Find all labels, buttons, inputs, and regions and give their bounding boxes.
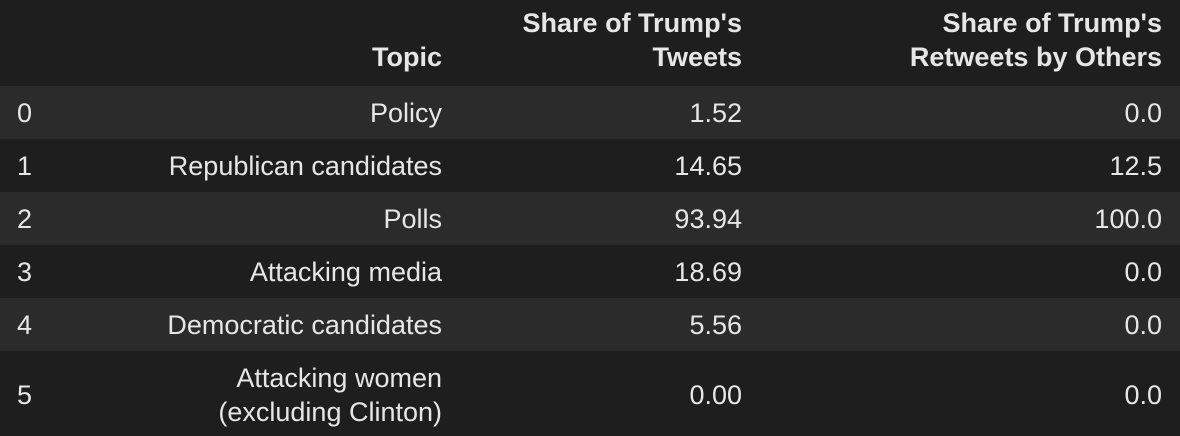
topic-cell: Republican candidates [168,150,442,181]
row-index: 0 [17,97,33,128]
topic-cell: Policy [369,97,442,128]
row-index: 2 [17,203,33,234]
table-header: Topic Share of Trump's Tweets Share of T… [0,0,1180,86]
table-row: 4 Democratic candidates 5.56 0.0 [0,298,1180,351]
table-body: 0 Policy 1.52 0.0 1 Republican candidate… [0,86,1180,436]
table-row: 2 Polls 93.94 100.0 [0,192,1180,245]
table-row: 1 Republican candidates 14.65 12.5 [0,139,1180,192]
topic-header-label: Topic [372,42,442,72]
tweets-cell: 0.00 [689,379,742,410]
retweets-header-line2: Retweets by Others [909,42,1162,72]
topic-header: Topic [64,0,460,86]
index-header [0,0,64,86]
retweets-header-line1: Share of Trump's [942,8,1162,38]
retweets-header: Share of Trump's Retweets by Others [760,0,1180,86]
topic-cell: Polls [383,203,442,234]
table-row: 0 Policy 1.52 0.0 [0,86,1180,139]
tweets-cell: 93.94 [674,203,742,234]
topic-cell: Democratic candidates [167,309,442,340]
tweets-header-line2: Tweets [652,42,742,72]
retweets-cell: 0.0 [1124,256,1162,287]
table-row: 5 Attacking women (excluding Clinton) 0.… [0,351,1180,436]
retweets-cell: 0.0 [1124,309,1162,340]
tweets-header: Share of Trump's Tweets [460,0,760,86]
topic-cell: Attacking women (excluding Clinton) [64,351,460,436]
tweets-cell: 18.69 [674,256,742,287]
topic-cell-line1: Attacking women [236,362,442,393]
retweets-cell: 12.5 [1109,150,1162,181]
tweets-cell: 14.65 [674,150,742,181]
retweets-cell: 0.0 [1124,97,1162,128]
topic-cell-line2: (excluding Clinton) [218,396,442,427]
row-index: 4 [17,309,33,340]
tweets-cell: 1.52 [689,97,742,128]
row-index: 5 [17,379,33,410]
header-row: Topic Share of Trump's Tweets Share of T… [0,0,1180,86]
row-index: 3 [17,256,33,287]
retweets-cell: 100.0 [1094,203,1162,234]
row-index: 1 [17,150,33,181]
topic-cell: Attacking media [249,256,442,287]
tweets-header-line1: Share of Trump's [522,8,742,38]
tweets-cell: 5.56 [689,309,742,340]
retweets-cell: 0.0 [1124,379,1162,410]
table-row: 3 Attacking media 18.69 0.0 [0,245,1180,298]
